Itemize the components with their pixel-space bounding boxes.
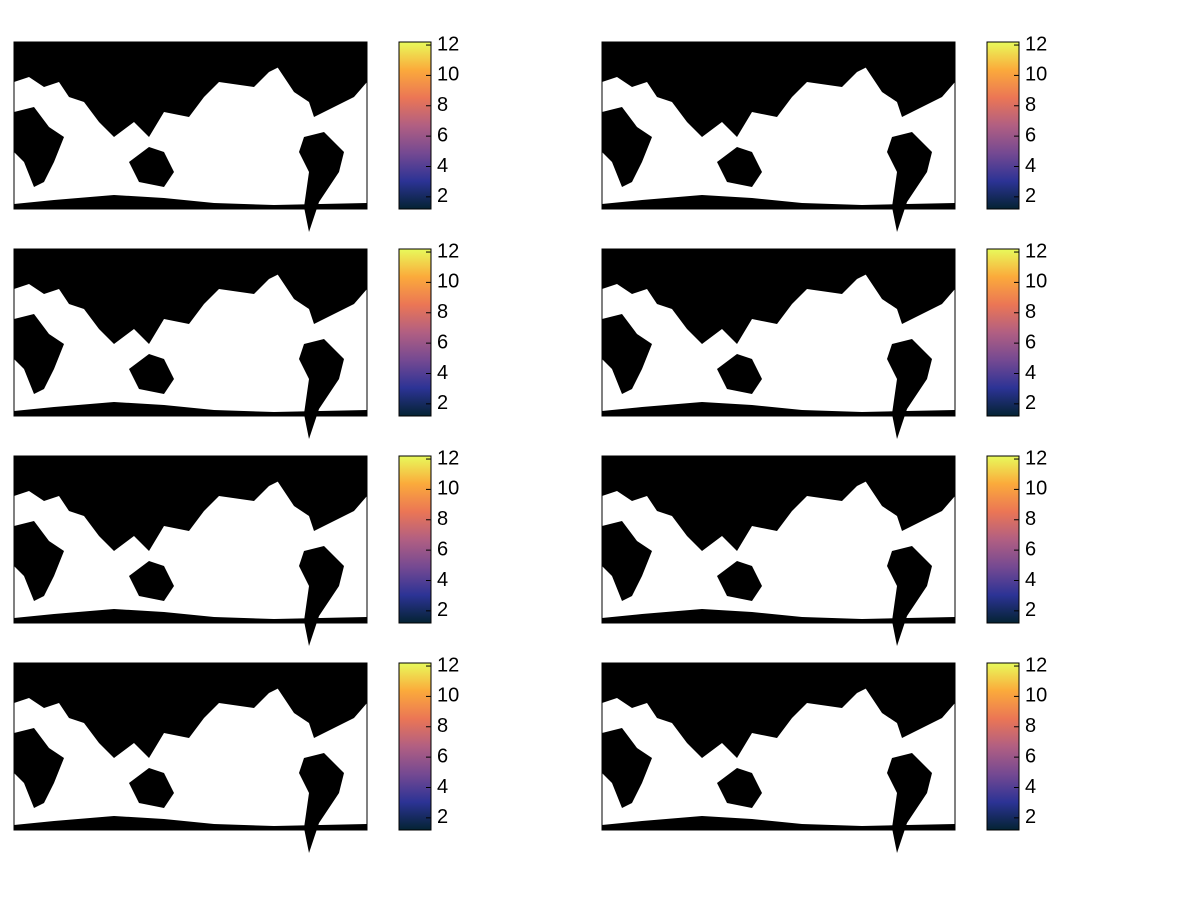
colorbar-tick-label: 4 xyxy=(1025,776,1036,798)
colorbar-tick-label: 8 xyxy=(437,301,448,323)
colorbar-tick-label: 8 xyxy=(1025,301,1036,323)
colorbar-tick-label: 8 xyxy=(1025,508,1036,530)
colorbar-tick-label: 2 xyxy=(1025,806,1036,828)
colorbar-tick-label: 10 xyxy=(1025,478,1047,500)
colorbar-tick-label: 2 xyxy=(437,599,448,621)
colorbar-tick-label: 4 xyxy=(437,362,448,384)
colorbar-tick-label: 2 xyxy=(1025,392,1036,414)
colorbar-tick-label: 12 xyxy=(1025,240,1047,262)
colorbar-tick-label: 8 xyxy=(1025,94,1036,116)
colorbar-tick-label: 4 xyxy=(437,776,448,798)
colorbar-tick-label: 12 xyxy=(437,447,459,469)
colorbar-tick-label: 4 xyxy=(437,155,448,177)
colorbar xyxy=(986,662,1020,831)
colorbar-tick-label: 6 xyxy=(437,538,448,560)
colorbar-tick-label: 6 xyxy=(437,124,448,146)
colorbar-tick-label: 6 xyxy=(437,745,448,767)
colorbar-tick-label: 4 xyxy=(437,569,448,591)
colorbar-tick-label: 6 xyxy=(1025,745,1036,767)
colorbar-tick-label: 6 xyxy=(1025,331,1036,353)
colorbar-tick-label: 2 xyxy=(437,806,448,828)
colorbar-tick-label: 6 xyxy=(1025,538,1036,560)
colorbar-tick-label: 10 xyxy=(437,64,459,86)
colorbar-tick-label: 10 xyxy=(1025,64,1047,86)
map-border xyxy=(13,662,368,831)
colorbar-tick-label: 10 xyxy=(1025,685,1047,707)
colorbar xyxy=(986,455,1020,624)
colorbar-tick-label: 12 xyxy=(437,240,459,262)
colorbar-tick-label: 10 xyxy=(1025,271,1047,293)
colorbar-tick-label: 2 xyxy=(1025,185,1036,207)
colorbar-tick-label: 4 xyxy=(1025,362,1036,384)
colorbar xyxy=(398,455,432,624)
colorbar xyxy=(398,662,432,831)
colorbar xyxy=(398,41,432,210)
colorbar-tick-label: 2 xyxy=(1025,599,1036,621)
colorbar-tick-label: 12 xyxy=(437,654,459,676)
map-border xyxy=(13,455,368,624)
colorbar-tick-label: 2 xyxy=(437,185,448,207)
colorbar-tick-label: 6 xyxy=(1025,124,1036,146)
colorbar-tick-label: 10 xyxy=(437,271,459,293)
colorbar-tick-label: 12 xyxy=(1025,447,1047,469)
colorbar-tick-label: 12 xyxy=(1025,33,1047,55)
colorbar xyxy=(398,248,432,417)
colorbar-tick-label: 8 xyxy=(437,715,448,737)
map-border xyxy=(13,248,368,417)
map-border xyxy=(601,248,956,417)
colorbar-tick-label: 8 xyxy=(437,94,448,116)
map-border xyxy=(13,41,368,210)
colorbar-tick-label: 2 xyxy=(437,392,448,414)
map-border xyxy=(601,41,956,210)
colorbar-tick-label: 4 xyxy=(1025,569,1036,591)
colorbar xyxy=(986,248,1020,417)
colorbar-tick-label: 8 xyxy=(1025,715,1036,737)
colorbar-tick-label: 6 xyxy=(437,331,448,353)
colorbar-tick-label: 12 xyxy=(1025,654,1047,676)
colorbar-tick-label: 12 xyxy=(437,33,459,55)
colorbar xyxy=(986,41,1020,210)
colorbar-tick-label: 10 xyxy=(437,478,459,500)
map-border xyxy=(601,662,956,831)
colorbar-tick-label: 4 xyxy=(1025,155,1036,177)
colorbar-tick-label: 10 xyxy=(437,685,459,707)
map-border xyxy=(601,455,956,624)
colorbar-tick-label: 8 xyxy=(437,508,448,530)
